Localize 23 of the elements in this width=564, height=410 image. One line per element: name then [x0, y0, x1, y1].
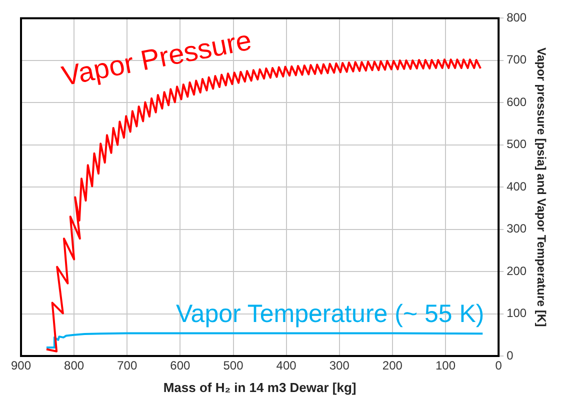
y-tick-label: 300 [506, 222, 527, 236]
y-tick-label: 0 [506, 348, 514, 362]
y-axis-title: Vapor pressure [psia] and Vapor Temperature [K] [534, 48, 548, 327]
x-tick-label: 900 [10, 358, 32, 373]
x-tick-label: 0 [495, 358, 502, 373]
y-tick-label: 600 [506, 94, 527, 109]
x-tick-label: 500 [223, 358, 244, 373]
x-tick-label: 300 [329, 358, 350, 373]
x-tick-label: 600 [170, 358, 191, 373]
y-tick-label: 100 [506, 306, 527, 320]
y-tick-label: 500 [506, 137, 527, 152]
y-tick-label: 200 [506, 264, 527, 278]
y-tick-label: 700 [506, 52, 527, 67]
y-tick-label: 800 [506, 10, 527, 25]
series-label: Vapor Temperature (~ 55 K) [176, 300, 484, 328]
x-tick-label: 100 [436, 358, 456, 373]
y-tick-label: 400 [506, 179, 527, 194]
x-axis-title: Mass of H₂ in 14 m3 Dewar [kg] [163, 380, 356, 395]
x-tick-label: 800 [64, 358, 84, 373]
x-tick-label: 200 [382, 358, 403, 373]
x-tick-label: 400 [276, 358, 297, 373]
text: Vapor Pressure [59, 24, 254, 92]
x-tick-label: 700 [117, 358, 138, 373]
